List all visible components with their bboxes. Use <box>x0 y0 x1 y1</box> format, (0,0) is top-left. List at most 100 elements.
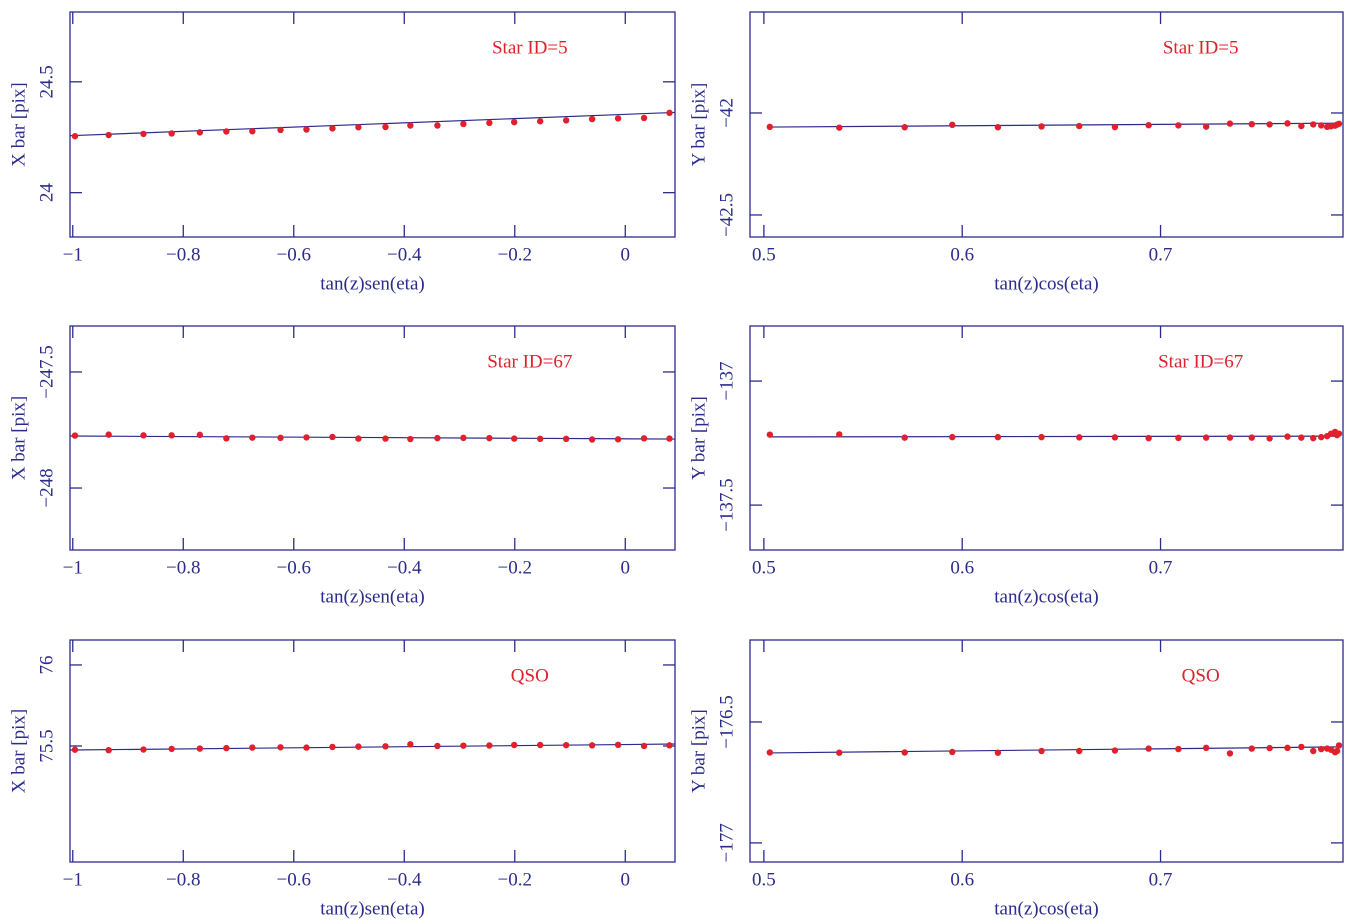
x-tick-label: −0.4 <box>387 244 422 265</box>
point <box>1226 120 1234 127</box>
panel: 0.5 0.6 0.7 −42.5 −42 tan(z)cos(eta) Y bar [pi… <box>688 11 1344 294</box>
point <box>1266 744 1273 752</box>
point <box>105 431 112 438</box>
fit-line <box>769 746 1340 754</box>
point <box>1335 742 1343 749</box>
point <box>486 434 493 442</box>
point <box>1145 122 1152 129</box>
point <box>1284 120 1291 127</box>
y-tick-label: −248 <box>36 468 57 507</box>
panel: −1 −0.8 −0.6 −0.4 −0.2 0 24 24.5 tan(z)sen(eta) X… <box>8 11 676 294</box>
point <box>355 435 362 442</box>
point <box>249 434 256 441</box>
point <box>1226 750 1234 757</box>
point <box>382 743 389 750</box>
point <box>434 742 441 750</box>
y-axis-label: X bar [pix] <box>8 709 29 793</box>
x-tick-label: −0.4 <box>387 869 422 890</box>
point <box>640 114 648 122</box>
x-tick-label: −0.6 <box>277 869 311 890</box>
point <box>71 132 79 140</box>
point <box>766 749 774 756</box>
annotation: Star ID=5 <box>492 37 568 58</box>
point <box>196 431 204 439</box>
point <box>1111 123 1119 131</box>
point <box>1266 121 1273 128</box>
point <box>511 118 518 126</box>
point <box>196 129 204 136</box>
point <box>1076 747 1083 755</box>
point <box>766 431 774 438</box>
point <box>303 126 310 133</box>
x-tick-label: 0.7 <box>1149 557 1173 578</box>
point <box>1310 434 1317 442</box>
point <box>1333 747 1341 755</box>
x-tick-label: −0.4 <box>387 557 422 578</box>
annotation: QSO <box>511 665 549 686</box>
y-tick-label: −42.5 <box>716 193 737 237</box>
point <box>1284 433 1291 440</box>
point <box>1317 122 1325 129</box>
point <box>140 432 147 439</box>
point <box>511 741 518 749</box>
point <box>536 435 544 443</box>
panel: −1 −0.8 −0.6 −0.4 −0.2 0 75.5 76 tan(z)sen(eta) X… <box>8 639 676 919</box>
point <box>994 433 1002 441</box>
y-axis-label: X bar [pix] <box>8 396 29 480</box>
point <box>666 109 673 117</box>
point <box>355 743 362 750</box>
y-tick-label: −247.5 <box>36 345 57 398</box>
point <box>536 118 544 125</box>
y-tick-label: −137 <box>716 361 737 400</box>
point <box>1284 744 1291 752</box>
point <box>949 748 956 756</box>
point <box>1266 435 1273 442</box>
point <box>1076 122 1083 130</box>
axes-frame <box>69 639 676 863</box>
y-axis-label: Y bar [pix] <box>688 83 709 167</box>
axes-frame <box>749 639 1344 863</box>
y-tick-label: 75.5 <box>36 729 57 762</box>
point <box>666 742 673 749</box>
point <box>382 123 389 131</box>
point <box>329 125 336 132</box>
x-tick-label: −0.8 <box>166 244 200 265</box>
point <box>1335 430 1343 437</box>
point <box>1248 434 1255 441</box>
x-tick-label: 0.6 <box>950 244 974 265</box>
annotation: Star ID=67 <box>1158 351 1243 372</box>
point <box>1298 743 1305 751</box>
point <box>836 749 843 756</box>
point <box>140 746 147 753</box>
point <box>1111 747 1119 754</box>
point <box>105 746 112 754</box>
point <box>836 124 843 131</box>
y-axis-label: X bar [pix] <box>8 82 29 166</box>
y-axis-label: Y bar [pix] <box>688 396 709 480</box>
point <box>1317 745 1325 753</box>
point <box>949 433 956 441</box>
point <box>1248 120 1255 128</box>
point <box>460 434 467 442</box>
x-axis-label: tan(z)sen(eta) <box>320 273 424 294</box>
axes-frame <box>69 325 676 551</box>
point <box>994 124 1002 131</box>
point <box>1038 433 1045 441</box>
fit-line <box>69 743 676 751</box>
point <box>666 435 673 442</box>
point <box>249 744 256 751</box>
x-tick-label: 0 <box>621 244 631 265</box>
axes-frame <box>69 11 676 238</box>
x-tick-label: −1 <box>63 557 83 578</box>
x-axis-label: tan(z)sen(eta) <box>320 898 424 919</box>
point <box>486 119 493 127</box>
point <box>223 744 230 752</box>
point <box>168 130 175 137</box>
point <box>1202 434 1210 441</box>
x-tick-label: 0.5 <box>752 869 776 890</box>
point <box>329 743 336 751</box>
fit-line <box>769 435 1340 438</box>
point <box>1335 120 1343 127</box>
point <box>434 122 441 129</box>
